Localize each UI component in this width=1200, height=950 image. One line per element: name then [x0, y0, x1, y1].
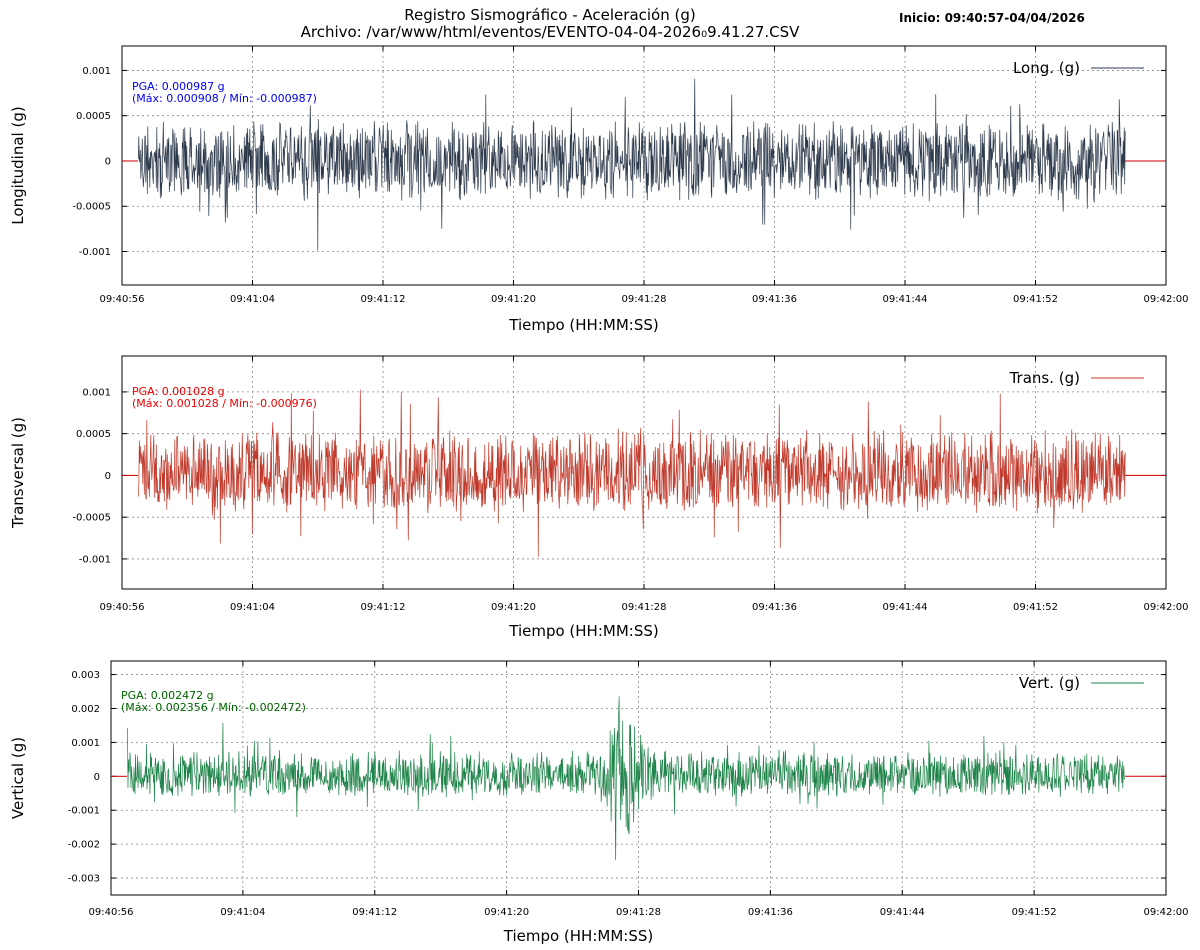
x-tick-label: 09:41:12 [361, 602, 406, 613]
y-tick-label: -0.0005 [72, 202, 111, 213]
series-line-trans [137, 389, 1126, 557]
y-tick-label: 0.002 [71, 704, 100, 715]
x-tick-label: 09:41:20 [491, 294, 536, 305]
x-tick-label: 09:41:04 [230, 294, 275, 305]
maxmin-annotation: (Máx: 0.002356 / Mín: -0.002472) [121, 701, 306, 714]
x-tick-label: 09:41:20 [484, 907, 529, 918]
series-line-long [137, 78, 1126, 251]
x-tick-label: 09:41:44 [880, 907, 925, 918]
y-tick-label: 0.003 [71, 670, 100, 681]
maxmin-annotation: (Máx: 0.000908 / Mín: -0.000987) [132, 92, 317, 105]
pga-annotation: PGA: 0.001028 g [132, 385, 225, 398]
x-tick-label: 09:42:00 [1144, 294, 1189, 305]
y-tick-label: -0.0005 [72, 513, 111, 524]
legend-label-vert: Vert. (g) [1019, 674, 1080, 692]
x-tick-label: 09:40:56 [100, 602, 145, 613]
x-tick-label: 09:41:12 [361, 294, 406, 305]
pga-annotation: PGA: 0.000987 g [132, 80, 225, 93]
x-tick-label: 09:41:36 [752, 294, 797, 305]
x-tick-label: 09:40:56 [89, 907, 134, 918]
y-tick-label: 0.0005 [76, 429, 111, 440]
x-axis-label: Tiempo (HH:MM:SS) [508, 622, 658, 640]
y-tick-label: -0.003 [68, 874, 100, 885]
y-tick-label: 0 [105, 156, 111, 167]
y-tick-label: 0 [94, 772, 100, 783]
x-tick-label: 09:40:56 [100, 294, 145, 305]
y-tick-label: -0.002 [68, 840, 100, 851]
x-axis-label: Tiempo (HH:MM:SS) [508, 316, 658, 334]
maxmin-annotation: (Máx: 0.001028 / Mín: -0.000976) [132, 397, 317, 410]
y-axis-label: Vertical (g) [9, 737, 27, 819]
x-tick-label: 09:41:52 [1013, 602, 1058, 613]
x-axis-label: Tiempo (HH:MM:SS) [503, 927, 653, 945]
x-tick-label: 09:41:52 [1013, 294, 1058, 305]
x-tick-label: 09:41:28 [622, 294, 667, 305]
y-axis-label: Transversal (g) [9, 417, 27, 529]
x-tick-label: 09:41:52 [1012, 907, 1057, 918]
x-tick-label: 09:41:12 [352, 907, 397, 918]
y-tick-label: -0.001 [79, 554, 111, 565]
x-tick-label: 09:41:28 [622, 602, 667, 613]
legend-label-trans: Trans. (g) [1009, 369, 1080, 387]
x-tick-label: 09:41:28 [616, 907, 661, 918]
x-tick-label: 09:41:36 [748, 907, 793, 918]
start-timestamp: Inicio: 09:40:57-04/04/2026 [899, 11, 1085, 25]
y-tick-label: 0.001 [71, 738, 100, 749]
legend-label-long: Long. (g) [1013, 59, 1080, 77]
y-axis-label: Longitudinal (g) [9, 106, 27, 224]
x-tick-label: 09:41:20 [491, 602, 536, 613]
x-tick-label: 09:41:04 [220, 907, 265, 918]
chart-file-path: Archivo: /var/www/html/eventos/EVENTO-04… [300, 23, 800, 41]
pga-annotation: PGA: 0.002472 g [121, 689, 214, 702]
y-tick-label: 0.001 [82, 66, 111, 77]
x-tick-label: 09:41:44 [883, 294, 928, 305]
y-tick-label: -0.001 [68, 806, 100, 817]
x-tick-label: 09:42:00 [1144, 907, 1189, 918]
series-line-vert [127, 696, 1126, 861]
chart-title: Registro Sismográfico - Aceleración (g) [404, 6, 696, 24]
x-tick-label: 09:41:36 [752, 602, 797, 613]
x-tick-label: 09:41:44 [883, 602, 928, 613]
y-tick-label: -0.001 [79, 247, 111, 258]
x-tick-label: 09:42:00 [1144, 602, 1189, 613]
x-tick-label: 09:41:04 [230, 602, 275, 613]
y-tick-label: 0.001 [82, 387, 111, 398]
y-tick-label: 0.0005 [76, 111, 111, 122]
y-tick-label: 0 [105, 471, 111, 482]
